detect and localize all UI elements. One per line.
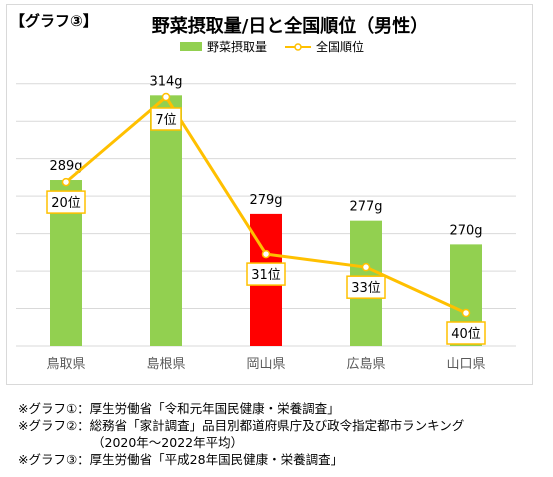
source-notes: ※グラフ①：厚生労働省「令和元年国民健康・栄養調査」 ※グラフ②：総務省「家計調… bbox=[18, 400, 464, 468]
rank-point bbox=[461, 308, 471, 318]
category-label: 岡山県 bbox=[246, 357, 285, 372]
bar-value-label: 289g bbox=[49, 159, 82, 174]
legend-label-intake: 野菜摂取量 bbox=[207, 40, 268, 54]
note-1: ※グラフ①：厚生労働省「令和元年国民健康・栄養調査」 bbox=[18, 401, 340, 416]
rank-point bbox=[261, 249, 271, 259]
legend-item-rank: 全国順位 bbox=[285, 38, 364, 55]
legend-swatch-rank bbox=[285, 42, 312, 51]
note-2-period: （2020年～2022年平均） bbox=[92, 435, 244, 450]
bar bbox=[150, 95, 182, 346]
rank-point bbox=[61, 177, 71, 187]
rank-label-box bbox=[46, 190, 86, 214]
rank-label-box bbox=[246, 262, 286, 286]
rank-label: 40位 bbox=[451, 327, 481, 342]
rank-label: 7位 bbox=[155, 113, 176, 128]
category-label: 広島県 bbox=[346, 357, 385, 372]
legend-item-intake: 野菜摂取量 bbox=[180, 38, 267, 55]
rank-label-box bbox=[150, 107, 182, 131]
rank-label: 20位 bbox=[51, 196, 81, 211]
chart-svg: 289g 314g 279g 277g 270g 20位 7位 31位 33位 40位 鳥取県 島… bbox=[16, 74, 516, 372]
note-2: ※グラフ②：総務省「家計調査」品目別都道府県庁及び政令指定都市ランキング bbox=[18, 418, 465, 433]
rank-point bbox=[361, 262, 371, 272]
category-label: 鳥取県 bbox=[46, 357, 85, 372]
category-label: 島根県 bbox=[146, 357, 185, 372]
legend-swatch-intake bbox=[180, 42, 202, 51]
bar-value-label: 277g bbox=[349, 200, 382, 215]
rank-label-box bbox=[446, 321, 486, 345]
graph-tag: 【グラフ③】 bbox=[10, 12, 98, 30]
rank-label-box bbox=[346, 275, 386, 299]
rank-label: 33位 bbox=[351, 281, 381, 296]
bar-value-label: 270g bbox=[449, 223, 482, 238]
rank-point bbox=[161, 92, 171, 102]
legend: 野菜摂取量 全国順位 bbox=[180, 38, 364, 55]
chart-title: 野菜摂取量/日と全国順位（男性） bbox=[151, 16, 429, 37]
rank-label: 31位 bbox=[251, 268, 281, 283]
bar-value-label: 314g bbox=[149, 74, 182, 89]
category-label: 山口県 bbox=[446, 357, 485, 372]
bar-value-label: 279g bbox=[249, 193, 282, 208]
legend-label-rank: 全国順位 bbox=[316, 40, 365, 54]
note-3: ※グラフ③：厚生労働省「平成28年国民健康・栄養調査」 bbox=[18, 452, 344, 467]
